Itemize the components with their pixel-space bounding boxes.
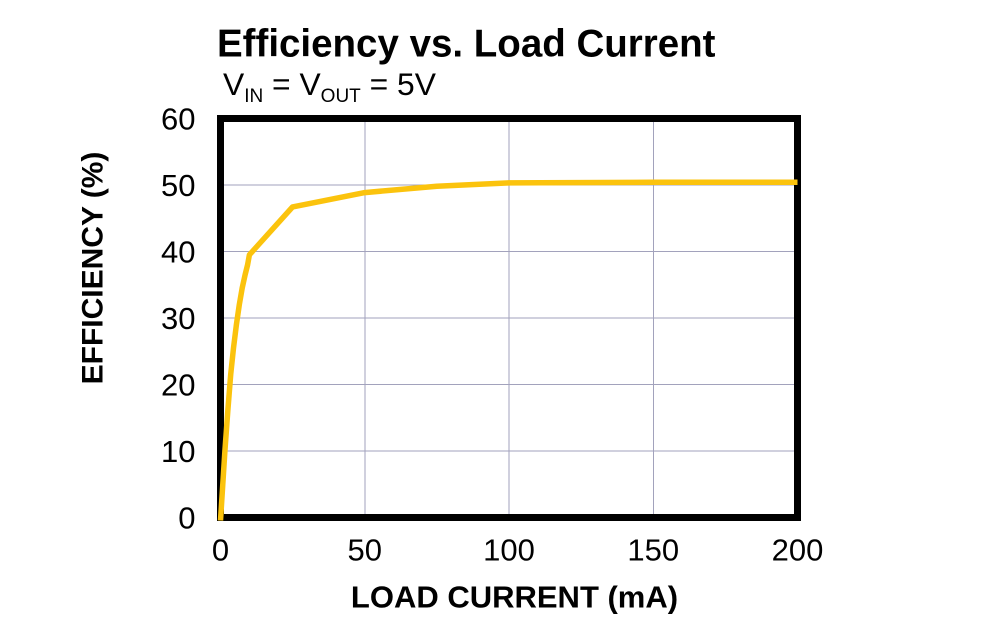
svg-text:0: 0	[178, 501, 195, 536]
svg-text:EFFICIENCY (%): EFFICIENCY (%)	[76, 152, 109, 385]
svg-text:150: 150	[627, 533, 679, 568]
svg-text:20: 20	[161, 368, 195, 403]
svg-text:Efficiency vs. Load Current: Efficiency vs. Load Current	[217, 23, 716, 66]
svg-text:50: 50	[161, 168, 195, 203]
svg-text:10: 10	[161, 434, 195, 469]
svg-text:60: 60	[161, 102, 195, 137]
svg-text:200: 200	[772, 533, 824, 568]
svg-text:30: 30	[161, 301, 195, 336]
svg-text:50: 50	[348, 533, 382, 568]
svg-text:40: 40	[161, 235, 195, 270]
svg-text:0: 0	[212, 533, 229, 568]
svg-text:100: 100	[483, 533, 535, 568]
svg-text:LOAD CURRENT (mA): LOAD CURRENT (mA)	[351, 580, 678, 615]
